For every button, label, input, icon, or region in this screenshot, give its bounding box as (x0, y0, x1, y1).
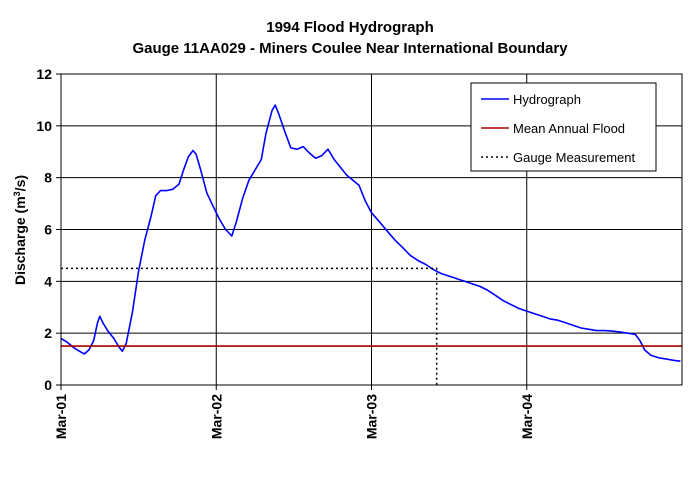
series-layer (60, 104, 682, 385)
y-axis-label-end: /s) (12, 175, 28, 191)
legend: Hydrograph Mean Annual Flood Gauge Measu… (470, 82, 657, 172)
x-tick-label: Mar-02 (208, 394, 224, 439)
legend-label-hydrograph: Hydrograph (513, 92, 581, 107)
legend-label-mean-annual-flood: Mean Annual Flood (513, 121, 625, 136)
y-tick-label: 4 (44, 273, 52, 289)
y-axis-label: Discharge (m3/s) (12, 175, 28, 285)
y-axis-label-sup: 3 (12, 191, 22, 196)
legend-label-gauge-measurement: Gauge Measurement (513, 150, 636, 165)
y-tick-label: 10 (36, 118, 52, 134)
gridlines (61, 74, 682, 385)
series-line-gauge-measurement (61, 267, 438, 385)
y-tick-label: 2 (44, 325, 52, 341)
chart-title: 1994 Flood Hydrograph (266, 19, 434, 36)
x-tick-labels: Mar-01 Mar-02 Mar-03 Mar-04 (53, 385, 535, 439)
x-tick-label: Mar-01 (53, 394, 69, 439)
y-tick-labels: 0 2 4 6 8 10 12 (36, 66, 61, 393)
x-tick-label: Mar-04 (519, 394, 535, 439)
y-tick-label: 0 (44, 377, 52, 393)
x-tick-label: Mar-03 (364, 394, 380, 439)
y-tick-label: 12 (36, 66, 52, 82)
y-tick-label: 6 (44, 222, 52, 238)
chart-subtitle: Gauge 11AA029 - Miners Coulee Near Inter… (132, 40, 568, 57)
y-tick-label: 8 (44, 170, 52, 186)
series-line-hydrograph (60, 104, 681, 362)
y-axis-label-main: Discharge (m (12, 196, 28, 285)
